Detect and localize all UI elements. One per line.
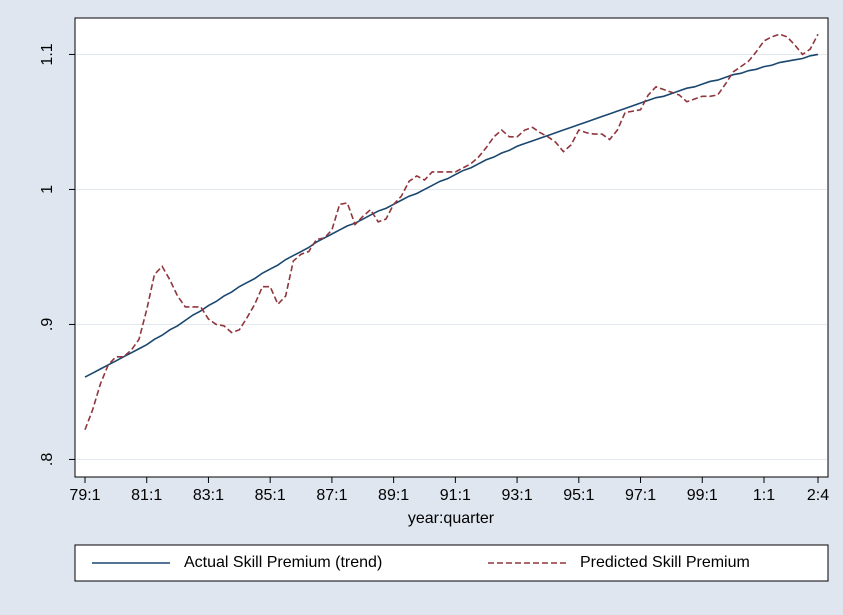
y-tick-label: 1	[39, 185, 56, 194]
x-tick-label: 83:1	[193, 487, 224, 504]
x-tick-label: 91:1	[440, 487, 471, 504]
x-tick-label: 89:1	[378, 487, 409, 504]
x-tick-label: 79:1	[69, 487, 100, 504]
x-tick-label: 81:1	[131, 487, 162, 504]
x-tick-label: 2:4	[807, 487, 829, 504]
x-tick-label: 93:1	[502, 487, 533, 504]
legend-label: Predicted Skill Premium	[580, 554, 750, 571]
y-tick-label: 1.1	[39, 43, 56, 65]
x-tick-label: 99:1	[687, 487, 718, 504]
x-tick-label: 85:1	[255, 487, 286, 504]
x-tick-label: 1:1	[753, 487, 775, 504]
x-tick-label: 97:1	[625, 487, 656, 504]
x-axis-label: year:quarter	[408, 510, 495, 527]
legend-label: Actual Skill Premium (trend)	[184, 554, 382, 571]
x-tick-label: 95:1	[563, 487, 594, 504]
plot-area	[74, 17, 829, 478]
y-tick-label: .8	[39, 453, 56, 466]
legend	[74, 544, 829, 582]
y-tick-label: .9	[39, 318, 56, 331]
series-line	[84, 53, 819, 378]
x-tick-label: 87:1	[316, 487, 347, 504]
series-line	[84, 33, 819, 431]
